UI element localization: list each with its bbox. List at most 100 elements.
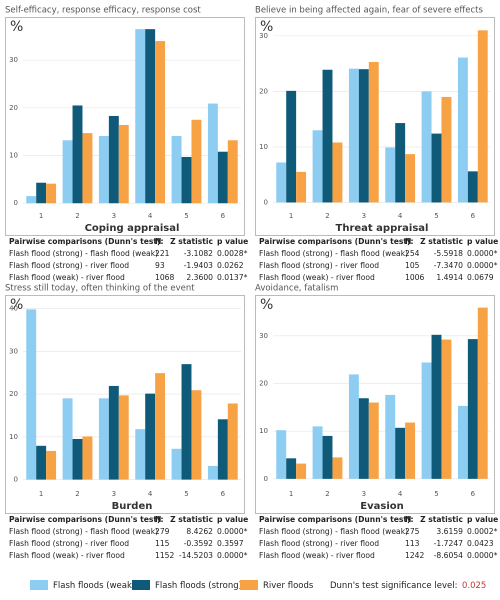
- table-cell: 0.0000*: [467, 261, 498, 270]
- table-header: p value: [467, 237, 498, 246]
- bar: [405, 154, 416, 203]
- bar: [421, 91, 432, 203]
- bar: [98, 398, 109, 480]
- x-tick-label: 1: [289, 490, 293, 498]
- legend-swatch: [132, 580, 150, 590]
- bar: [467, 339, 478, 479]
- y-axis-label: %: [260, 297, 273, 313]
- bar: [322, 435, 333, 479]
- bar: [82, 436, 93, 480]
- table-cell: Flash flood (weak) - river flood: [259, 551, 375, 560]
- table-cell: 221: [155, 249, 170, 258]
- y-tick-label: 20: [9, 104, 18, 112]
- table-cell: 113: [405, 539, 420, 548]
- table-header: N: [155, 515, 161, 524]
- bar: [145, 393, 156, 480]
- table-cell: 1068: [155, 273, 174, 282]
- table-cell: -7.3470: [434, 261, 463, 270]
- bar: [477, 307, 488, 479]
- bar: [181, 156, 192, 204]
- bar: [358, 69, 369, 203]
- table-cell: 1.4914: [436, 273, 463, 282]
- y-tick-label: 30: [259, 332, 268, 340]
- table-cell: -1.7247: [434, 539, 463, 548]
- y-tick-label: 40: [9, 305, 18, 313]
- y-axis-label: %: [10, 297, 23, 313]
- bar: [36, 182, 47, 204]
- y-tick-label: 30: [259, 32, 268, 40]
- table-cell: 8.4262: [186, 527, 213, 536]
- table-header: Z statistic: [420, 515, 463, 524]
- bar: [108, 385, 119, 480]
- bar: [171, 135, 182, 204]
- x-tick-label: 1: [289, 212, 293, 220]
- table-header: Pairwise comparisons (Dunn's test):: [259, 237, 414, 246]
- legend-label: Flash floods (weak): [53, 581, 135, 591]
- y-tick-label: 20: [259, 87, 268, 95]
- bar: [217, 151, 228, 204]
- y-tick-label: 10: [9, 433, 18, 441]
- table-cell: 275: [405, 527, 420, 536]
- bar: [467, 171, 478, 203]
- bar: [108, 115, 119, 204]
- table-cell: Flash flood (weak) - river flood: [9, 551, 125, 560]
- x-tick-label: 3: [112, 212, 116, 220]
- table-cell: 0.0679: [467, 273, 494, 282]
- chart-title: Avoidance, fatalism: [255, 284, 338, 294]
- bar: [385, 394, 396, 479]
- chart-title: Self-efficacy, response efficacy, respon…: [5, 6, 201, 16]
- x-tick-label: 3: [362, 490, 366, 498]
- y-tick-label: 0: [14, 476, 18, 484]
- table-header: N: [405, 515, 411, 524]
- table-cell: 254: [405, 249, 420, 258]
- bar: [312, 426, 323, 479]
- bar: [276, 430, 287, 479]
- bar: [72, 105, 83, 204]
- bar: [155, 41, 166, 204]
- table-cell: -0.3592: [184, 539, 213, 548]
- table-cell: 1006: [405, 273, 424, 282]
- bar: [348, 374, 359, 479]
- bar: [181, 364, 192, 480]
- x-tick-label: 1: [39, 212, 43, 220]
- y-tick-label: 10: [9, 152, 18, 160]
- x-tick-label: 4: [148, 490, 153, 498]
- x-tick-label: 3: [112, 490, 116, 498]
- table-cell: 0.0262: [217, 261, 244, 270]
- x-axis-label: Burden: [112, 501, 153, 512]
- bar: [358, 398, 369, 479]
- table-cell: 279: [155, 527, 170, 536]
- table-header: p value: [467, 515, 498, 524]
- bar: [46, 183, 57, 204]
- bar: [368, 61, 379, 203]
- bar: [191, 119, 202, 204]
- y-tick-label: 20: [9, 390, 18, 398]
- x-tick-label: 2: [75, 490, 79, 498]
- bar: [296, 171, 307, 203]
- table-header: p value: [217, 237, 248, 246]
- x-tick-label: 2: [325, 490, 329, 498]
- table-cell: 115: [155, 539, 170, 548]
- x-axis-label: Coping appraisal: [85, 223, 180, 234]
- table-header: Pairwise comparisons (Dunn's test):: [9, 237, 164, 246]
- bar: [431, 133, 442, 203]
- y-tick-label: 10: [259, 427, 268, 435]
- bar: [207, 465, 218, 480]
- bar: [62, 398, 73, 480]
- bar: [348, 68, 359, 203]
- table-cell: 0.0028*: [217, 249, 248, 258]
- bar: [217, 419, 228, 480]
- bar: [441, 96, 452, 203]
- y-tick-label: 10: [259, 143, 268, 151]
- x-tick-label: 4: [398, 490, 403, 498]
- bar: [98, 135, 109, 204]
- bar: [405, 422, 416, 479]
- table-cell: Flash flood (strong) - flash flood (weak…: [259, 527, 408, 536]
- bar: [145, 29, 156, 204]
- table-cell: Flash flood (strong) - river flood: [9, 539, 129, 548]
- bar: [332, 457, 343, 479]
- table-header: p value: [217, 515, 248, 524]
- x-tick-label: 2: [75, 212, 79, 220]
- x-tick-label: 5: [434, 490, 438, 498]
- x-tick-label: 3: [362, 212, 366, 220]
